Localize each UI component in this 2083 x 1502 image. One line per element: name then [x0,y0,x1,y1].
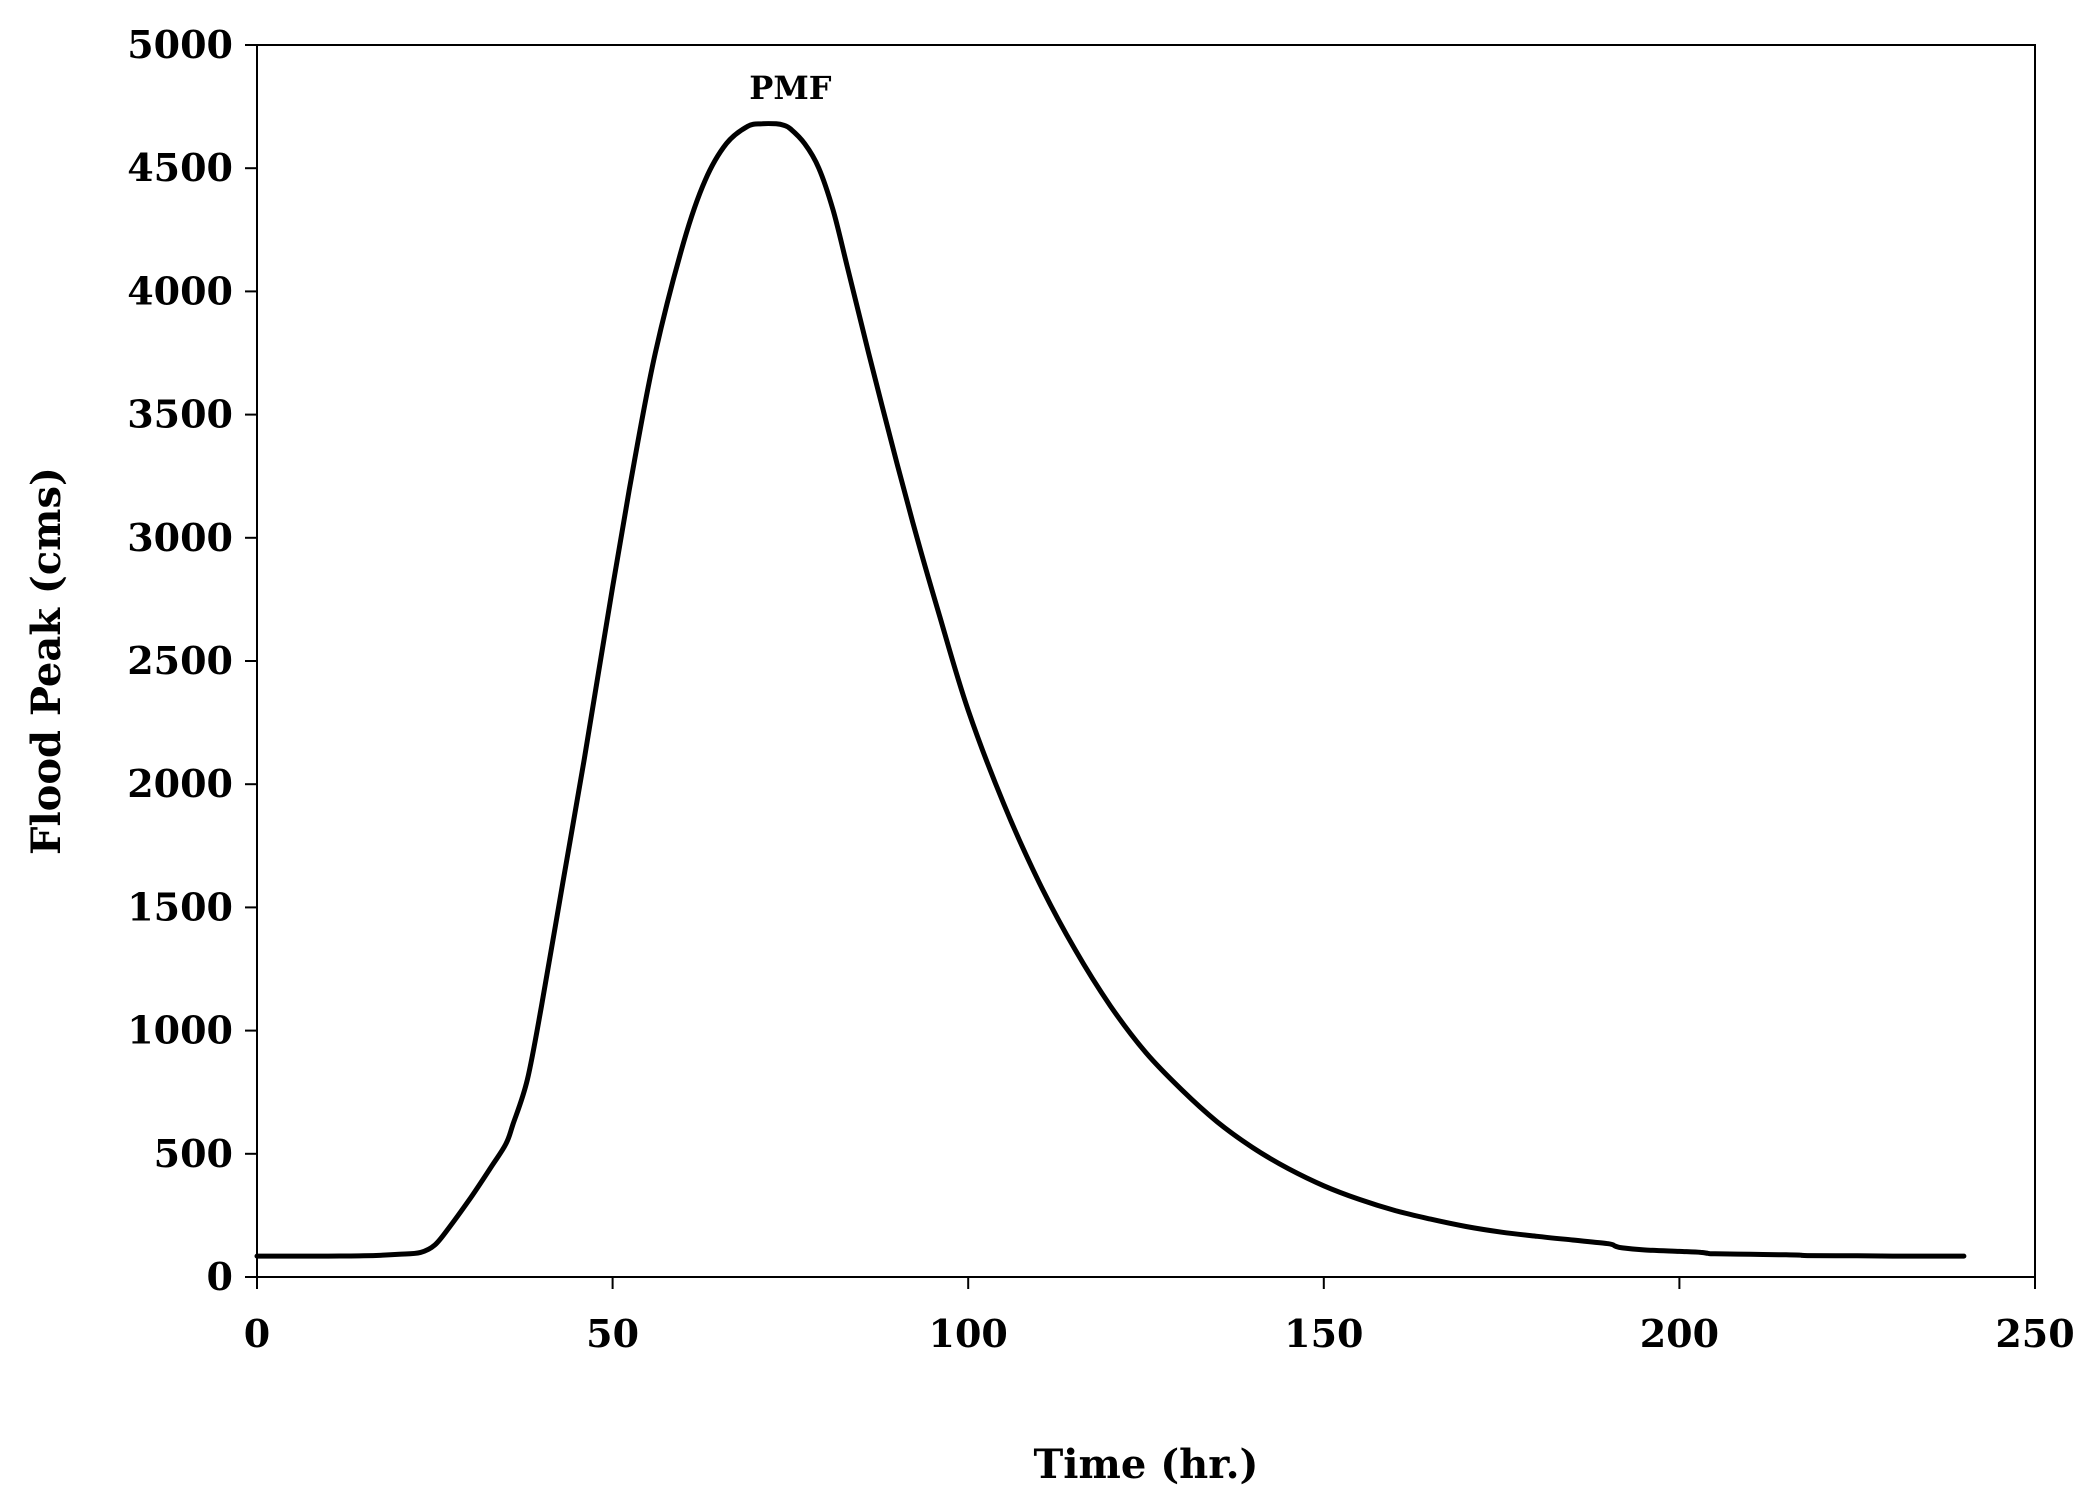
y-tick-label: 4000 [127,268,233,313]
y-tick-label: 2000 [127,761,233,806]
y-tick-label: 500 [154,1131,233,1176]
y-tick-label: 1500 [127,884,233,929]
x-axis-title: Time (hr.) [1034,1441,1259,1488]
y-tick-label: 3500 [127,392,233,437]
y-axis-ticks: 0 500 1000 1500 2000 2500 3000 3500 4000 4500 5000 [127,22,257,1299]
y-tick-label: 4500 [127,145,233,190]
x-tick-label: 150 [1284,1311,1363,1356]
x-tick-label: 0 [244,1311,270,1356]
y-tick-label: 3000 [127,515,233,560]
x-tick-label: 200 [1640,1311,1719,1356]
y-tick-label: 1000 [127,1008,233,1053]
x-tick-label: 50 [586,1311,639,1356]
flood-hydrograph-line [254,121,1967,1259]
y-tick-label: 0 [207,1254,233,1299]
pmf-annotation: PMF [749,69,831,107]
y-tick-label: 5000 [127,22,233,67]
x-axis-ticks: 0 50 100 150 200 250 [244,1277,2075,1356]
y-tick-label: 2500 [127,638,233,683]
y-axis-title: Flood Peak (cms) [23,467,70,855]
x-tick-label: 250 [1995,1311,2074,1356]
x-tick-label: 100 [929,1311,1008,1356]
